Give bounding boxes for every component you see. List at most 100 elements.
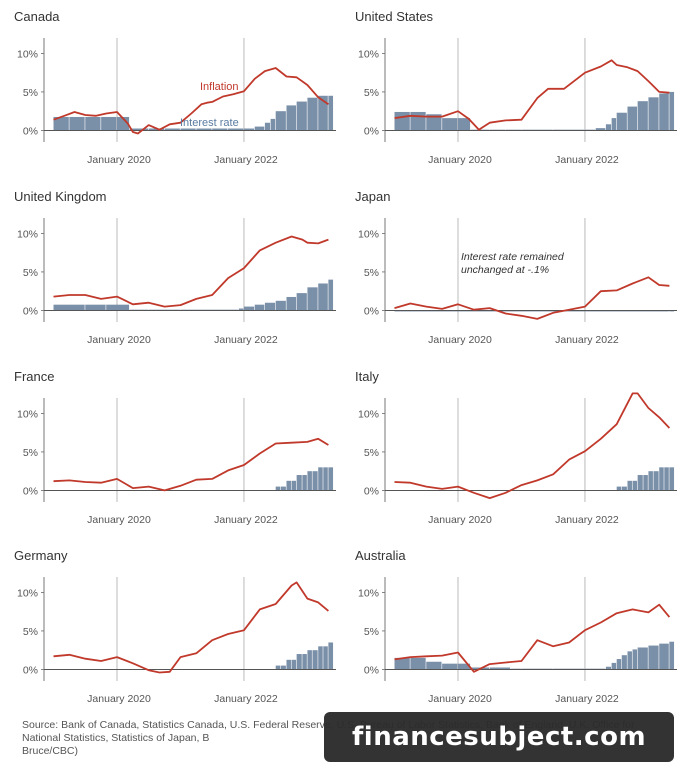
interest-rate-bar [275,300,286,311]
interest-rate-bar [286,659,291,670]
interest-rate-bar [264,302,276,311]
inflation-line [53,437,329,492]
y-tick-label: 0% [23,664,38,676]
x-tick-label: January 2020 [87,514,151,526]
interest-rate-bar [426,114,442,131]
interest-rate-bar [296,101,307,131]
interest-rate-bar [164,128,180,131]
y-tick-label: 5% [364,447,379,459]
chart-title: United States [355,9,434,24]
interest-rate-bar [659,643,669,670]
interest-rate-bar [318,283,328,311]
y-tick-label: 0% [364,125,379,137]
interest-rate-label: Interest rate [180,117,239,129]
interest-rate-bar [228,128,244,131]
interest-rate-bar [659,93,669,131]
interest-rate-bar [254,126,265,131]
interest-rate-bar [243,128,255,131]
interest-rate-bar [318,646,323,670]
chart-panel-italy: Italy 10% 5% 0% January 2020 January 2022 [355,369,677,526]
interest-rate-bar [328,642,334,670]
x-tick-label: January 2022 [555,693,619,705]
interest-rate-bar [648,645,659,670]
interest-rate-bar [616,112,627,131]
interest-rate-bar [275,486,281,491]
interest-rate-bar [318,467,323,491]
y-tick-label: 0% [23,125,38,137]
x-tick-label: January 2020 [87,154,151,166]
interest-rate-bar [648,471,653,491]
chart-title: France [14,369,54,384]
interest-rate-bar [616,486,622,491]
interest-rate-bar [312,471,318,491]
interest-rate-bar [328,95,334,131]
interest-rate-bar [148,128,165,131]
chart-panel-united-states: United States 10% 5% 0% January 2020 January … [355,9,677,166]
interest-rate-bar [53,304,85,311]
y-tick-label: 5% [23,626,38,638]
interest-rate-bar [286,480,291,491]
interest-rate-bar [296,654,302,670]
y-tick-label: 0% [23,485,38,497]
y-tick-label: 10% [358,48,379,60]
inflation-line [53,235,329,308]
interest-rate-bar [238,308,244,311]
interest-rate-bar [394,111,410,131]
interest-rate-bar [291,480,297,491]
interest-rate-bar [621,486,627,491]
interest-rate-bar [275,665,281,670]
chart-title: Germany [14,548,68,563]
inflation-line [53,67,329,135]
y-tick-label: 10% [17,228,38,240]
y-tick-label: 0% [23,305,38,317]
y-tick-label: 0% [364,664,379,676]
interest-rate-bar [637,475,643,491]
interest-rate-bar [632,649,638,670]
interest-rate-bar [196,128,212,131]
interest-rate-bar [595,128,606,131]
interest-rate-bar [286,296,297,311]
x-tick-label: January 2022 [555,514,619,526]
interest-rate-bar [106,304,130,311]
interest-rate-bar [442,118,458,131]
annotation-line: unchanged at -.1% [461,264,549,276]
interest-rate-bar [254,304,265,311]
interest-rate-bar [611,118,617,131]
interest-rate-bar [669,91,675,131]
chart-title: United Kingdom [14,189,107,204]
annotation-text: Interest rate remained unchanged at -.1% [461,251,565,276]
interest-rate-bar [85,304,106,311]
interest-rate-bar [426,661,442,670]
interest-rate-bar [458,118,471,131]
x-tick-label: January 2022 [214,693,278,705]
chart-panel-germany: Germany 10% 5% 0% January 2020 January 2022 [14,548,336,705]
x-tick-label: January 2020 [428,154,492,166]
interest-rate-bar [243,306,255,311]
interest-rate-bar [627,651,632,670]
chart-title: Italy [355,369,379,384]
y-tick-label: 5% [23,267,38,279]
interest-rate-bar [632,480,638,491]
y-tick-label: 10% [17,408,38,420]
interest-rate-bar [129,128,149,131]
interest-rate-bar [275,111,286,131]
interest-rate-bar [264,122,271,131]
y-tick-label: 5% [364,267,379,279]
interest-rate-bar [616,659,622,670]
interest-rate-bar [410,111,426,131]
interest-rate-bar [212,128,228,131]
x-tick-label: January 2022 [214,154,278,166]
interest-rate-bar [643,475,648,491]
chart-title: Australia [355,548,406,563]
y-tick-label: 5% [23,447,38,459]
interest-rate-bar [117,116,130,131]
interest-rate-bar [648,97,659,131]
interest-rate-bar [627,480,632,491]
chart-panel-canada: Canada 10% 5% 0% January 2020 January 2022 Inf… [14,9,336,166]
y-tick-label: 10% [17,587,38,599]
interest-rate-bar [69,116,85,131]
x-tick-label: January 2020 [428,693,492,705]
interest-rate-bar [53,116,69,131]
interest-rate-bar [627,106,638,131]
interest-rate-bar [296,475,302,491]
